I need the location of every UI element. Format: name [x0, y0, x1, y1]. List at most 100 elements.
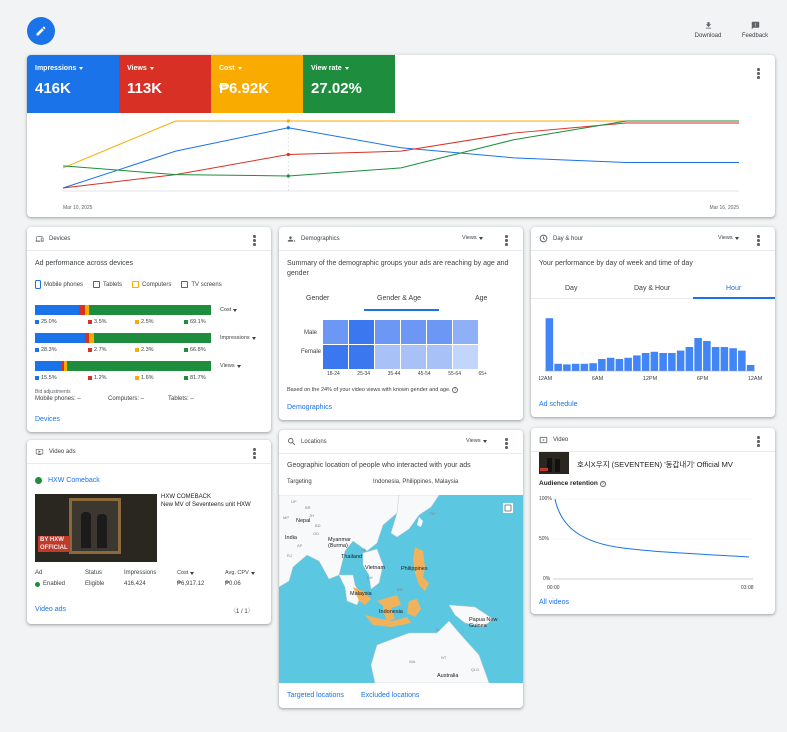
devices-link[interactable]: Devices — [35, 416, 60, 423]
next-page-icon[interactable]: 〉 — [247, 609, 254, 615]
tab-day-hour[interactable]: Day & Hour — [634, 285, 671, 292]
map-label: BN — [397, 587, 403, 592]
age-label: 55-64 — [448, 371, 461, 377]
heatmap-cell[interactable] — [401, 320, 426, 344]
feedback-button[interactable]: Feedback — [737, 21, 773, 39]
people-icon — [287, 235, 296, 242]
pencil-icon — [36, 26, 46, 36]
device-pct: 15.5% — [35, 375, 57, 381]
hour-bar — [580, 363, 589, 371]
legend-mobile: Mobile phones — [35, 280, 83, 289]
ad-impressions: 416,424 — [124, 581, 146, 587]
more-options-icon[interactable] — [505, 235, 508, 246]
heatmap-cell[interactable] — [375, 345, 400, 369]
targeted-locations-link[interactable]: Targeted locations — [287, 692, 344, 699]
card-title: Video ads — [49, 448, 76, 455]
tab-gender-age[interactable]: Gender & Age — [377, 295, 421, 302]
heatmap-cell[interactable] — [453, 345, 478, 369]
campaign-link[interactable]: HXW Comeback — [48, 477, 100, 484]
age-label: 35-44 — [387, 371, 401, 377]
card-title: Locations — [301, 438, 327, 445]
help-icon[interactable]: ? — [452, 387, 459, 393]
all-videos-link[interactable]: All videos — [539, 599, 569, 606]
heatmap-cell[interactable] — [427, 345, 452, 369]
download-icon — [705, 22, 711, 29]
targeting-value: Indonesia, Philippines, Malaysia — [373, 479, 459, 485]
y-tick: 100% — [539, 496, 552, 502]
locations-dropdown[interactable]: Views — [466, 438, 487, 444]
pager-label: 1 / 1 — [236, 609, 248, 615]
excluded-locations-link[interactable]: Excluded locations — [361, 692, 420, 699]
video-thumbnail[interactable] — [539, 452, 569, 474]
map-label: Australia — [437, 673, 459, 679]
dropdown-label: Views — [466, 438, 481, 444]
heatmap-cell[interactable] — [453, 320, 478, 344]
more-options-icon[interactable] — [757, 235, 760, 246]
ad-description: New MV of Seventeens unit HXW — [161, 502, 251, 508]
ad-enabled: Enabled — [43, 581, 66, 587]
map-label: LA — [361, 547, 366, 552]
heatmap-cell[interactable] — [349, 320, 374, 344]
enabled-status-dot — [35, 477, 42, 484]
demographics-link[interactable]: Demographics — [287, 404, 333, 411]
map-label: JH — [309, 513, 314, 518]
metric-dropdown[interactable]: Cost — [220, 307, 238, 313]
download-button[interactable]: Download — [690, 21, 726, 39]
heatmap-cell[interactable] — [323, 345, 348, 369]
demographics-dropdown[interactable]: Views — [462, 235, 483, 241]
cost-column-dropdown[interactable]: Cost — [177, 570, 195, 576]
hour-bar — [738, 350, 746, 371]
edit-button[interactable] — [27, 17, 55, 45]
help-icon[interactable]: ? — [599, 481, 606, 487]
heatmap-cell[interactable] — [375, 320, 400, 344]
prev-page-icon[interactable]: 〈 — [230, 609, 237, 615]
more-options-icon[interactable] — [505, 438, 508, 449]
hour-tick-label: 6AM — [592, 376, 604, 382]
tab-gender[interactable]: Gender — [306, 295, 330, 302]
day-hour-dropdown[interactable]: Views — [718, 235, 739, 241]
age-label: 65+ — [478, 371, 487, 377]
metric-views[interactable]: Views 113K — [119, 55, 211, 113]
location-map[interactable]: Nepal India Myanmar (Burma) Thailand Viet… — [279, 495, 523, 683]
caret-down-icon — [482, 439, 487, 443]
card-subtitle: Geographic location of people who intera… — [287, 462, 471, 469]
more-options-icon[interactable] — [757, 436, 760, 447]
ad-thumbnail[interactable]: BY HXW OFFICIAL — [35, 494, 157, 562]
metric-cost[interactable]: Cost ₱6.92K — [211, 55, 303, 113]
ad-schedule-link[interactable]: Ad schedule — [539, 401, 578, 408]
tab-hour[interactable]: Hour — [726, 285, 742, 292]
more-options-icon[interactable] — [757, 68, 760, 79]
line-chart: Mar 10, 2025 Mar 16, 2025 — [62, 119, 739, 211]
metric-dropdown[interactable]: Impressions — [220, 335, 256, 341]
metric-value: 113K — [127, 80, 163, 97]
map-label: RJ — [287, 553, 292, 558]
heatmap-cell[interactable] — [401, 345, 426, 369]
cpv-column-dropdown[interactable]: Avg. CPV — [225, 570, 255, 576]
device-pct: 3.5% — [88, 319, 107, 325]
bid-mobile: Mobile phones: – — [35, 396, 81, 402]
more-options-icon[interactable] — [253, 448, 256, 459]
col-header: Impressions — [124, 570, 157, 576]
tab-day[interactable]: Day — [565, 285, 578, 292]
heatmap-cell[interactable] — [349, 345, 374, 369]
metric-impressions[interactable]: Impressions 416K — [27, 55, 119, 113]
heatmap-cell[interactable] — [323, 320, 348, 344]
video-ads-link[interactable]: Video ads — [35, 606, 67, 613]
caret-down-icon — [236, 364, 241, 368]
ad-title: HXW COMEBACK — [161, 494, 212, 500]
metric-label: Views — [127, 65, 147, 72]
overview-card: Impressions 416K Views 113K Cost ₱6.92K … — [27, 55, 775, 217]
device-pct: 28.3% — [35, 347, 57, 353]
device-pct: 1.6% — [135, 375, 154, 381]
age-label: 25-34 — [357, 371, 371, 377]
metric-dropdown[interactable]: Views — [220, 363, 241, 369]
hour-bar — [589, 363, 597, 371]
tab-age[interactable]: Age — [475, 295, 488, 302]
heatmap-cell[interactable] — [427, 320, 452, 344]
dropdown-label: Views — [462, 235, 477, 241]
video-title: 호시X우지 (SEVENTEEN) '동갑내기' Official MV — [577, 460, 733, 469]
metric-view-rate[interactable]: View rate 27.02% — [303, 55, 395, 113]
video-ads-icon — [35, 448, 44, 455]
hour-bar — [563, 364, 571, 371]
more-options-icon[interactable] — [253, 235, 256, 246]
